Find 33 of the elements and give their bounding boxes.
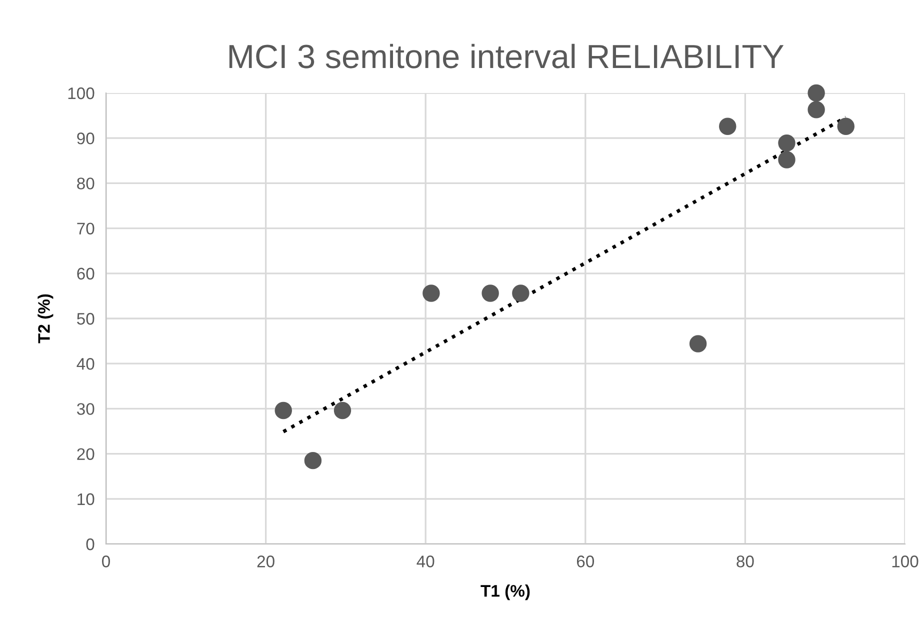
point [837,118,854,135]
point [808,84,825,102]
x-tick-label: 40 [416,556,434,568]
x-tick-label: 80 [736,556,754,568]
y-tick-label: 80 [77,178,94,190]
y-tick-label: 40 [76,358,94,370]
y-tick-label: 70 [77,222,94,235]
point [422,284,440,302]
point [689,335,707,352]
x-axis-title: T1 (%) [480,584,530,600]
y-axis-title: T2 (%) [38,294,54,344]
y-tick-label: 50 [77,312,94,325]
point [274,402,292,420]
point [808,101,825,118]
x-tick-label: 100 [892,556,918,568]
point [778,151,796,168]
y-tick-label: 30 [76,403,94,415]
x-tick-label: 60 [576,556,594,568]
y-tick-label: 90 [77,132,94,144]
point [778,134,796,152]
y-tick-label: 20 [77,448,94,460]
point [334,402,352,420]
x-tick-label: 0 [102,556,110,568]
chart-title: MCI 3 semitone interval RELIABILITY [229,44,784,68]
y-tick-label: 0 [86,538,94,550]
x-tick-label: 20 [257,556,274,568]
y-tick-label: 60 [77,268,94,280]
point [512,284,530,302]
point [719,118,736,135]
point [304,452,322,470]
y-tick-label: 10 [78,493,94,506]
y-tick-label: 100 [68,87,94,100]
point [482,284,499,302]
